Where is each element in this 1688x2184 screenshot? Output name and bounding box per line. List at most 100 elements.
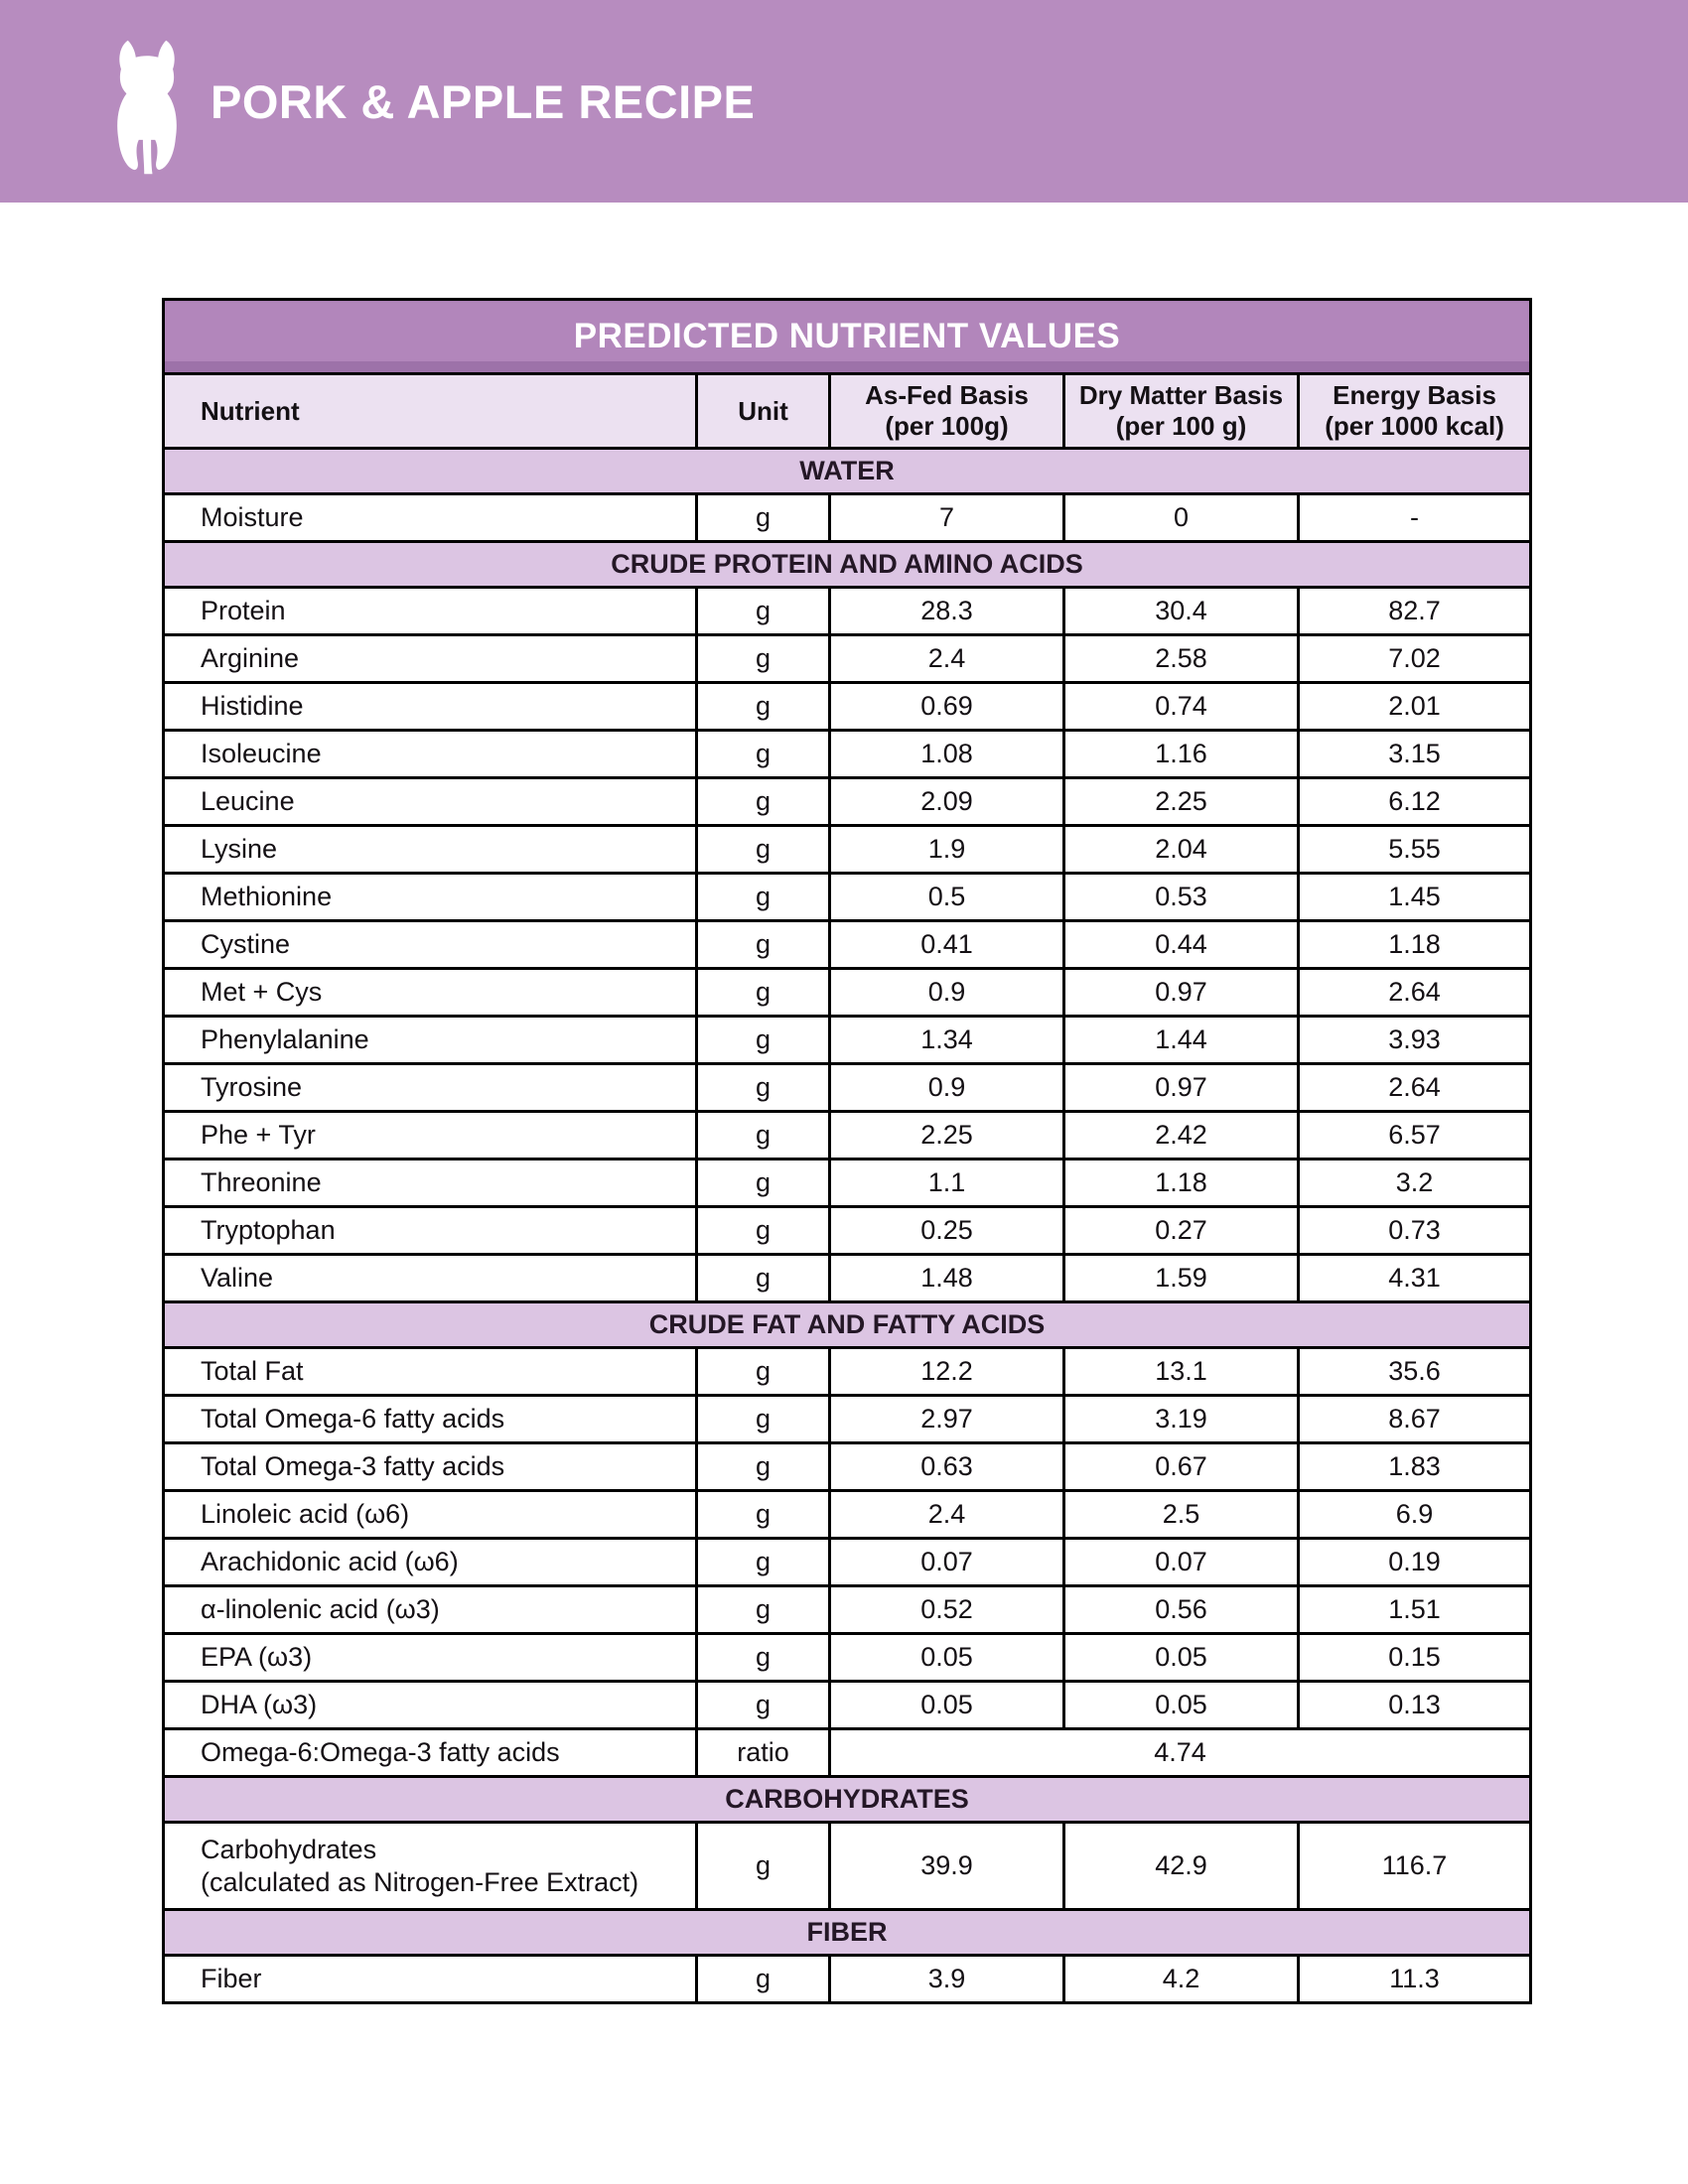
as-fed-value: 3.9 bbox=[828, 1954, 1065, 2004]
section-header-label: FIBER bbox=[161, 1908, 1533, 1957]
energy-value: 1.51 bbox=[1296, 1584, 1533, 1635]
energy-value: 3.2 bbox=[1296, 1158, 1533, 1208]
unit-value: g bbox=[695, 1346, 831, 1397]
table-row: Histidine g 0.69 0.74 2.01 bbox=[162, 681, 1533, 732]
unit-value: g bbox=[695, 1489, 831, 1540]
as-fed-value: 0.52 bbox=[828, 1584, 1065, 1635]
table-row: Methionine g 0.5 0.53 1.45 bbox=[162, 872, 1533, 922]
nutrient-name: Total Fat bbox=[162, 1346, 698, 1397]
dry-matter-value: 1.59 bbox=[1062, 1253, 1300, 1303]
section-row: FIBER bbox=[161, 1908, 1533, 1957]
dry-matter-value: 1.18 bbox=[1062, 1158, 1300, 1208]
energy-value: 82.7 bbox=[1296, 586, 1533, 636]
table-row: Lysine g 1.9 2.04 5.55 bbox=[162, 824, 1533, 875]
as-fed-value: 0.9 bbox=[828, 967, 1065, 1018]
table-row: α-linolenic acid (ω3) g 0.52 0.56 1.51 bbox=[162, 1584, 1533, 1635]
unit-value: g bbox=[695, 681, 831, 732]
energy-value: 8.67 bbox=[1296, 1394, 1533, 1444]
energy-value: 5.55 bbox=[1296, 824, 1533, 875]
nutrient-name: Methionine bbox=[162, 872, 698, 922]
dry-matter-value: 0.56 bbox=[1062, 1584, 1300, 1635]
dry-matter-value: 2.25 bbox=[1062, 776, 1300, 827]
energy-value: 0.13 bbox=[1296, 1680, 1533, 1730]
energy-value: 1.18 bbox=[1296, 919, 1533, 970]
dry-matter-value: 0.97 bbox=[1062, 1062, 1300, 1113]
dry-matter-value: 0.67 bbox=[1062, 1441, 1300, 1492]
as-fed-value: 1.48 bbox=[828, 1253, 1065, 1303]
as-fed-value: 2.4 bbox=[828, 633, 1065, 684]
dry-matter-value: 2.04 bbox=[1062, 824, 1300, 875]
as-fed-value: 1.08 bbox=[828, 729, 1065, 779]
unit-value: g bbox=[695, 1062, 831, 1113]
unit-value: g bbox=[695, 492, 831, 543]
unit-value: g bbox=[695, 1584, 831, 1635]
nutrient-name: EPA (ω3) bbox=[162, 1632, 698, 1683]
table-row: Protein g 28.3 30.4 82.7 bbox=[162, 586, 1533, 636]
table-row: Fiber g 3.9 4.2 11.3 bbox=[162, 1954, 1533, 2004]
dry-matter-value: 13.1 bbox=[1062, 1346, 1300, 1397]
unit-value: g bbox=[695, 872, 831, 922]
section-row: WATER bbox=[161, 447, 1533, 495]
dry-matter-value: 0.44 bbox=[1062, 919, 1300, 970]
as-fed-value: 7 bbox=[828, 492, 1065, 543]
table-row: Cystine g 0.41 0.44 1.18 bbox=[162, 919, 1533, 970]
unit-value: g bbox=[695, 1015, 831, 1065]
dry-matter-value: 0.97 bbox=[1062, 967, 1300, 1018]
table-row: Leucine g 2.09 2.25 6.12 bbox=[162, 776, 1533, 827]
as-fed-value: 2.4 bbox=[828, 1489, 1065, 1540]
column-header-energy: Energy Basis (per 1000 kcal) bbox=[1296, 372, 1533, 450]
nutrient-name: Protein bbox=[162, 586, 698, 636]
unit-value: g bbox=[695, 1632, 831, 1683]
nutrient-name: Carbohydrates (calculated as Nitrogen-Fre… bbox=[162, 1821, 698, 1911]
unit-value: g bbox=[695, 919, 831, 970]
unit-value: g bbox=[695, 1537, 831, 1587]
unit-value: g bbox=[695, 1253, 831, 1303]
energy-value: 35.6 bbox=[1296, 1346, 1533, 1397]
unit-value: g bbox=[695, 1158, 831, 1208]
table-row: Isoleucine g 1.08 1.16 3.15 bbox=[162, 729, 1533, 779]
unit-value: g bbox=[695, 1680, 831, 1730]
unit-value: g bbox=[695, 1441, 831, 1492]
nutrient-name: Total Omega-6 fatty acids bbox=[162, 1394, 698, 1444]
energy-value: 2.64 bbox=[1296, 967, 1533, 1018]
nutrient-name: Valine bbox=[162, 1253, 698, 1303]
dry-matter-value: 3.19 bbox=[1062, 1394, 1300, 1444]
dry-matter-value: 0.05 bbox=[1062, 1680, 1300, 1730]
table-row: Phe + Tyr g 2.25 2.42 6.57 bbox=[162, 1110, 1533, 1160]
dry-matter-value: 2.42 bbox=[1062, 1110, 1300, 1160]
table-row: Total Omega-6 fatty acids g 2.97 3.19 8.67 bbox=[162, 1394, 1533, 1444]
as-fed-value: 0.63 bbox=[828, 1441, 1065, 1492]
nutrient-name: Isoleucine bbox=[162, 729, 698, 779]
energy-value: 2.64 bbox=[1296, 1062, 1533, 1113]
unit-value: g bbox=[695, 1110, 831, 1160]
dry-matter-value: 30.4 bbox=[1062, 586, 1300, 636]
section-row: CRUDE PROTEIN AND AMINO ACIDS bbox=[161, 540, 1533, 589]
unit-value: g bbox=[695, 1954, 831, 2004]
dry-matter-value: 4.2 bbox=[1062, 1954, 1300, 2004]
dry-matter-value: 1.16 bbox=[1062, 729, 1300, 779]
nutrient-name: Phe + Tyr bbox=[162, 1110, 698, 1160]
as-fed-value: 0.69 bbox=[828, 681, 1065, 732]
section-header-label: CRUDE PROTEIN AND AMINO ACIDS bbox=[161, 540, 1533, 589]
energy-value: 3.93 bbox=[1296, 1015, 1533, 1065]
energy-value: 3.15 bbox=[1296, 729, 1533, 779]
section-row: CRUDE FAT AND FATTY ACIDS bbox=[161, 1300, 1533, 1349]
energy-value: 0.73 bbox=[1296, 1205, 1533, 1256]
dry-matter-value: 0 bbox=[1062, 492, 1300, 543]
as-fed-value: 0.9 bbox=[828, 1062, 1065, 1113]
nutrient-name: DHA (ω3) bbox=[162, 1680, 698, 1730]
column-header-dry_matter: Dry Matter Basis (per 100 g) bbox=[1062, 372, 1300, 450]
table-title-row: PREDICTED NUTRIENT VALUES bbox=[161, 298, 1533, 375]
nutrient-name: Arginine bbox=[162, 633, 698, 684]
nutrient-name: Histidine bbox=[162, 681, 698, 732]
ratio-merged-value: 4.74 bbox=[827, 1727, 1533, 1778]
unit-value: g bbox=[695, 586, 831, 636]
energy-value: 7.02 bbox=[1296, 633, 1533, 684]
as-fed-value: 0.05 bbox=[828, 1680, 1065, 1730]
dry-matter-value: 0.53 bbox=[1062, 872, 1300, 922]
energy-value: 1.45 bbox=[1296, 872, 1533, 922]
dry-matter-value: 2.5 bbox=[1062, 1489, 1300, 1540]
table-row: Arachidonic acid (ω6) g 0.07 0.07 0.19 bbox=[162, 1537, 1533, 1587]
unit-value: ratio bbox=[695, 1727, 831, 1778]
as-fed-value: 2.25 bbox=[828, 1110, 1065, 1160]
